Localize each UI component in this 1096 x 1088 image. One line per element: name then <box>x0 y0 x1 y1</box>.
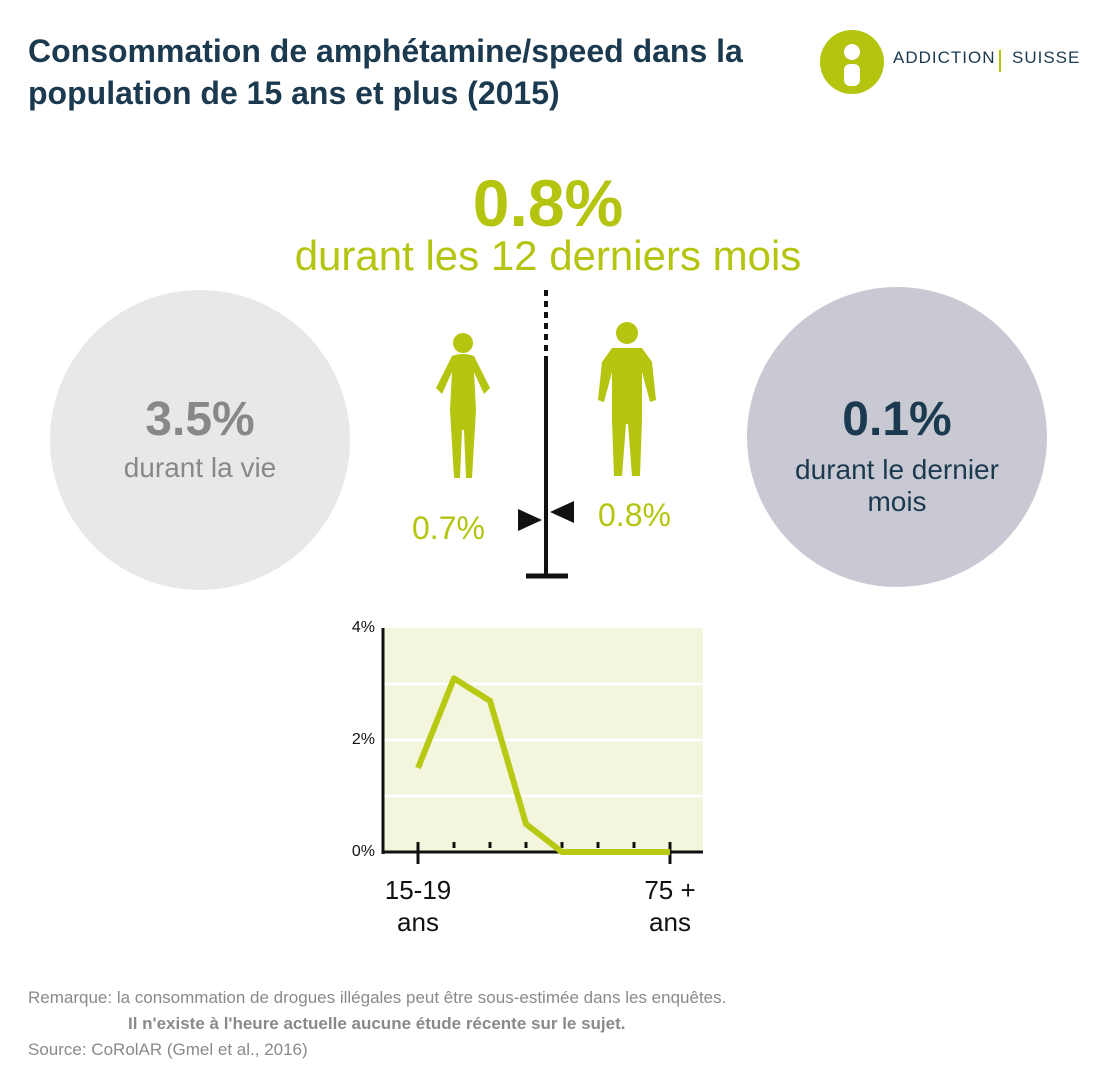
lifetime-label: durant la vie <box>123 452 277 483</box>
title: Consommation de amphétamine/speed dans l… <box>28 33 743 111</box>
logo-mark <box>820 30 884 94</box>
main-label: durant les 12 derniers mois <box>294 232 802 279</box>
male-icon <box>598 322 656 476</box>
month-label: durant le dernier mois <box>795 454 999 517</box>
female-marker <box>518 509 542 531</box>
line <box>415 675 670 855</box>
remark: Remarque: la consommation de drogues ill… <box>28 988 727 1007</box>
month-value: 0.1% <box>842 393 952 446</box>
male-label: 0.8% <box>598 497 671 533</box>
male-marker <box>550 501 574 523</box>
female-icon <box>436 333 490 478</box>
y-tick-label: 2% <box>352 731 375 748</box>
y-tick-label: 0% <box>352 843 375 860</box>
month-circle <box>747 287 1047 587</box>
lifetime-circle <box>50 290 350 590</box>
logo-dot <box>844 44 860 60</box>
main-value: 0.8% <box>472 166 624 240</box>
source: Source: CoRolAR (Gmel et al., 2016) <box>28 1040 308 1059</box>
y-tick-label: 4% <box>352 619 375 636</box>
x-tick-label: 15-19 ans <box>384 875 452 937</box>
lifetime-value: 3.5% <box>145 393 255 446</box>
logo-stem <box>844 64 860 86</box>
logo-text: SUISSE <box>1012 48 1081 67</box>
logo-text: ADDICTION <box>893 48 996 67</box>
note: Il n'existe à l'heure actuelle aucune ét… <box>128 1014 626 1033</box>
female-label: 0.7% <box>412 510 485 546</box>
x-tick-label: 75 + ans <box>644 875 696 937</box>
